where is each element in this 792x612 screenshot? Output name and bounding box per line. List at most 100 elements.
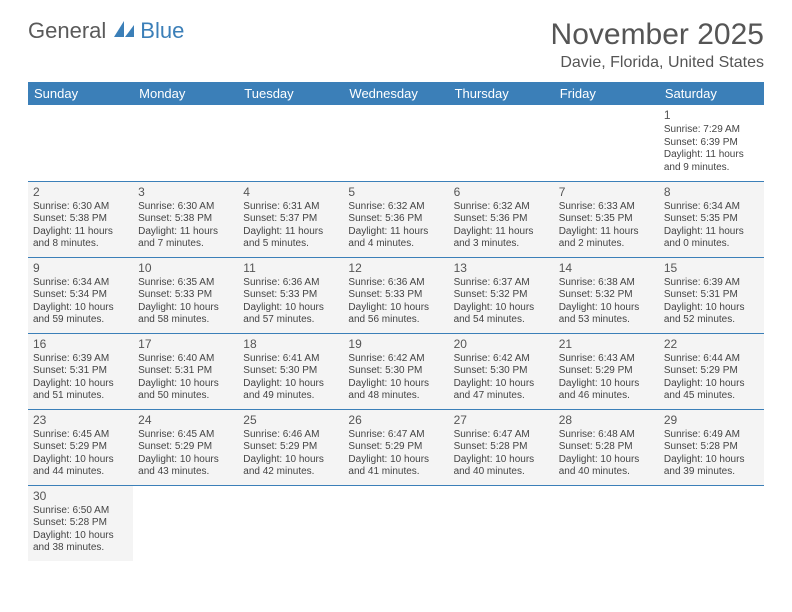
day-info-line: Sunset: 5:32 PM	[559, 289, 654, 302]
day-info-line: Sunset: 5:38 PM	[33, 213, 128, 226]
calendar-day-cell: 10Sunrise: 6:35 AMSunset: 5:33 PMDayligh…	[133, 257, 238, 333]
day-info-line: Daylight: 11 hours	[664, 226, 759, 239]
day-info-line: Sunrise: 6:45 AM	[138, 429, 233, 442]
day-info-line: Sunrise: 6:31 AM	[243, 201, 338, 214]
day-number: 14	[559, 261, 654, 276]
day-number: 15	[664, 261, 759, 276]
calendar-day-cell: 9Sunrise: 6:34 AMSunset: 5:34 PMDaylight…	[28, 257, 133, 333]
day-info-line: Sunrise: 6:48 AM	[559, 429, 654, 442]
calendar-day-cell: 2Sunrise: 6:30 AMSunset: 5:38 PMDaylight…	[28, 181, 133, 257]
logo-text-blue: Blue	[140, 18, 184, 44]
calendar-day-cell: 23Sunrise: 6:45 AMSunset: 5:29 PMDayligh…	[28, 409, 133, 485]
day-info-line: Sunset: 5:36 PM	[348, 213, 443, 226]
calendar-empty-cell	[343, 485, 448, 561]
day-number: 5	[348, 185, 443, 200]
day-info-line: Daylight: 11 hours	[454, 226, 549, 239]
day-info-line: Daylight: 10 hours	[33, 302, 128, 315]
day-number: 17	[138, 337, 233, 352]
weekday-header: Sunday	[28, 82, 133, 105]
day-info-line: Sunrise: 6:36 AM	[243, 277, 338, 290]
day-info-line: Daylight: 10 hours	[33, 454, 128, 467]
day-number: 10	[138, 261, 233, 276]
day-info-line: Sunset: 5:34 PM	[33, 289, 128, 302]
day-number: 16	[33, 337, 128, 352]
day-info-line: and 7 minutes.	[138, 238, 233, 251]
day-info-line: and 38 minutes.	[33, 542, 128, 555]
calendar-day-cell: 22Sunrise: 6:44 AMSunset: 5:29 PMDayligh…	[659, 333, 764, 409]
day-number: 21	[559, 337, 654, 352]
day-info-line: Sunrise: 6:45 AM	[33, 429, 128, 442]
day-info-line: Sunrise: 6:30 AM	[33, 201, 128, 214]
calendar-empty-cell	[343, 105, 448, 181]
calendar-empty-cell	[133, 105, 238, 181]
calendar-day-cell: 28Sunrise: 6:48 AMSunset: 5:28 PMDayligh…	[554, 409, 659, 485]
calendar-day-cell: 30Sunrise: 6:50 AMSunset: 5:28 PMDayligh…	[28, 485, 133, 561]
day-number: 13	[454, 261, 549, 276]
day-number: 30	[33, 489, 128, 504]
day-number: 9	[33, 261, 128, 276]
day-info-line: and 2 minutes.	[559, 238, 654, 251]
day-number: 28	[559, 413, 654, 428]
calendar-day-cell: 20Sunrise: 6:42 AMSunset: 5:30 PMDayligh…	[449, 333, 554, 409]
day-info-line: Sunset: 5:28 PM	[33, 517, 128, 530]
day-info-line: Daylight: 11 hours	[33, 226, 128, 239]
calendar-day-cell: 25Sunrise: 6:46 AMSunset: 5:29 PMDayligh…	[238, 409, 343, 485]
day-info-line: Sunrise: 6:44 AM	[664, 353, 759, 366]
calendar-day-cell: 7Sunrise: 6:33 AMSunset: 5:35 PMDaylight…	[554, 181, 659, 257]
day-info-line: Sunrise: 6:50 AM	[33, 505, 128, 518]
day-info-line: Sunset: 5:33 PM	[138, 289, 233, 302]
day-info-line: and 45 minutes.	[664, 390, 759, 403]
day-info-line: Sunset: 5:28 PM	[664, 441, 759, 454]
day-info-line: Daylight: 10 hours	[138, 378, 233, 391]
day-number: 19	[348, 337, 443, 352]
day-info-line: Sunset: 5:35 PM	[664, 213, 759, 226]
day-info-line: Daylight: 10 hours	[138, 302, 233, 315]
day-info-line: and 39 minutes.	[664, 466, 759, 479]
calendar-week-row: 16Sunrise: 6:39 AMSunset: 5:31 PMDayligh…	[28, 333, 764, 409]
calendar-empty-cell	[554, 485, 659, 561]
day-info-line: Sunrise: 6:35 AM	[138, 277, 233, 290]
day-info-line: Sunset: 5:33 PM	[243, 289, 338, 302]
day-info-line: Daylight: 11 hours	[348, 226, 443, 239]
calendar-empty-cell	[449, 105, 554, 181]
day-info-line: Sunrise: 6:32 AM	[348, 201, 443, 214]
day-number: 4	[243, 185, 338, 200]
day-info-line: Sunset: 5:30 PM	[243, 365, 338, 378]
day-info-line: Sunset: 5:29 PM	[559, 365, 654, 378]
day-info-line: Daylight: 11 hours	[664, 149, 759, 162]
day-info-line: Sunrise: 6:47 AM	[348, 429, 443, 442]
day-info-line: Daylight: 10 hours	[348, 454, 443, 467]
day-info-line: and 56 minutes.	[348, 314, 443, 327]
day-info-line: Sunset: 5:28 PM	[454, 441, 549, 454]
day-number: 27	[454, 413, 549, 428]
day-info-line: Sunrise: 6:38 AM	[559, 277, 654, 290]
day-info-line: and 54 minutes.	[454, 314, 549, 327]
calendar-empty-cell	[659, 485, 764, 561]
day-info-line: Sunrise: 6:39 AM	[664, 277, 759, 290]
day-info-line: Sunrise: 6:40 AM	[138, 353, 233, 366]
calendar-day-cell: 3Sunrise: 6:30 AMSunset: 5:38 PMDaylight…	[133, 181, 238, 257]
day-info-line: Daylight: 10 hours	[559, 454, 654, 467]
day-number: 2	[33, 185, 128, 200]
day-info-line: and 46 minutes.	[559, 390, 654, 403]
day-info-line: Sunrise: 6:43 AM	[559, 353, 654, 366]
day-number: 26	[348, 413, 443, 428]
day-info-line: and 47 minutes.	[454, 390, 549, 403]
weekday-header-row: Sunday Monday Tuesday Wednesday Thursday…	[28, 82, 764, 105]
day-number: 24	[138, 413, 233, 428]
day-number: 22	[664, 337, 759, 352]
calendar-empty-cell	[238, 485, 343, 561]
day-info-line: Daylight: 10 hours	[559, 378, 654, 391]
day-info-line: Sunrise: 6:46 AM	[243, 429, 338, 442]
day-info-line: Daylight: 10 hours	[243, 378, 338, 391]
day-info-line: and 40 minutes.	[454, 466, 549, 479]
weekday-header: Thursday	[449, 82, 554, 105]
day-info-line: and 44 minutes.	[33, 466, 128, 479]
day-info-line: and 58 minutes.	[138, 314, 233, 327]
day-info-line: Sunset: 5:31 PM	[664, 289, 759, 302]
day-info-line: and 48 minutes.	[348, 390, 443, 403]
day-info-line: Sunset: 5:32 PM	[454, 289, 549, 302]
day-info-line: Sunset: 5:37 PM	[243, 213, 338, 226]
calendar-day-cell: 14Sunrise: 6:38 AMSunset: 5:32 PMDayligh…	[554, 257, 659, 333]
day-info-line: Daylight: 10 hours	[559, 302, 654, 315]
